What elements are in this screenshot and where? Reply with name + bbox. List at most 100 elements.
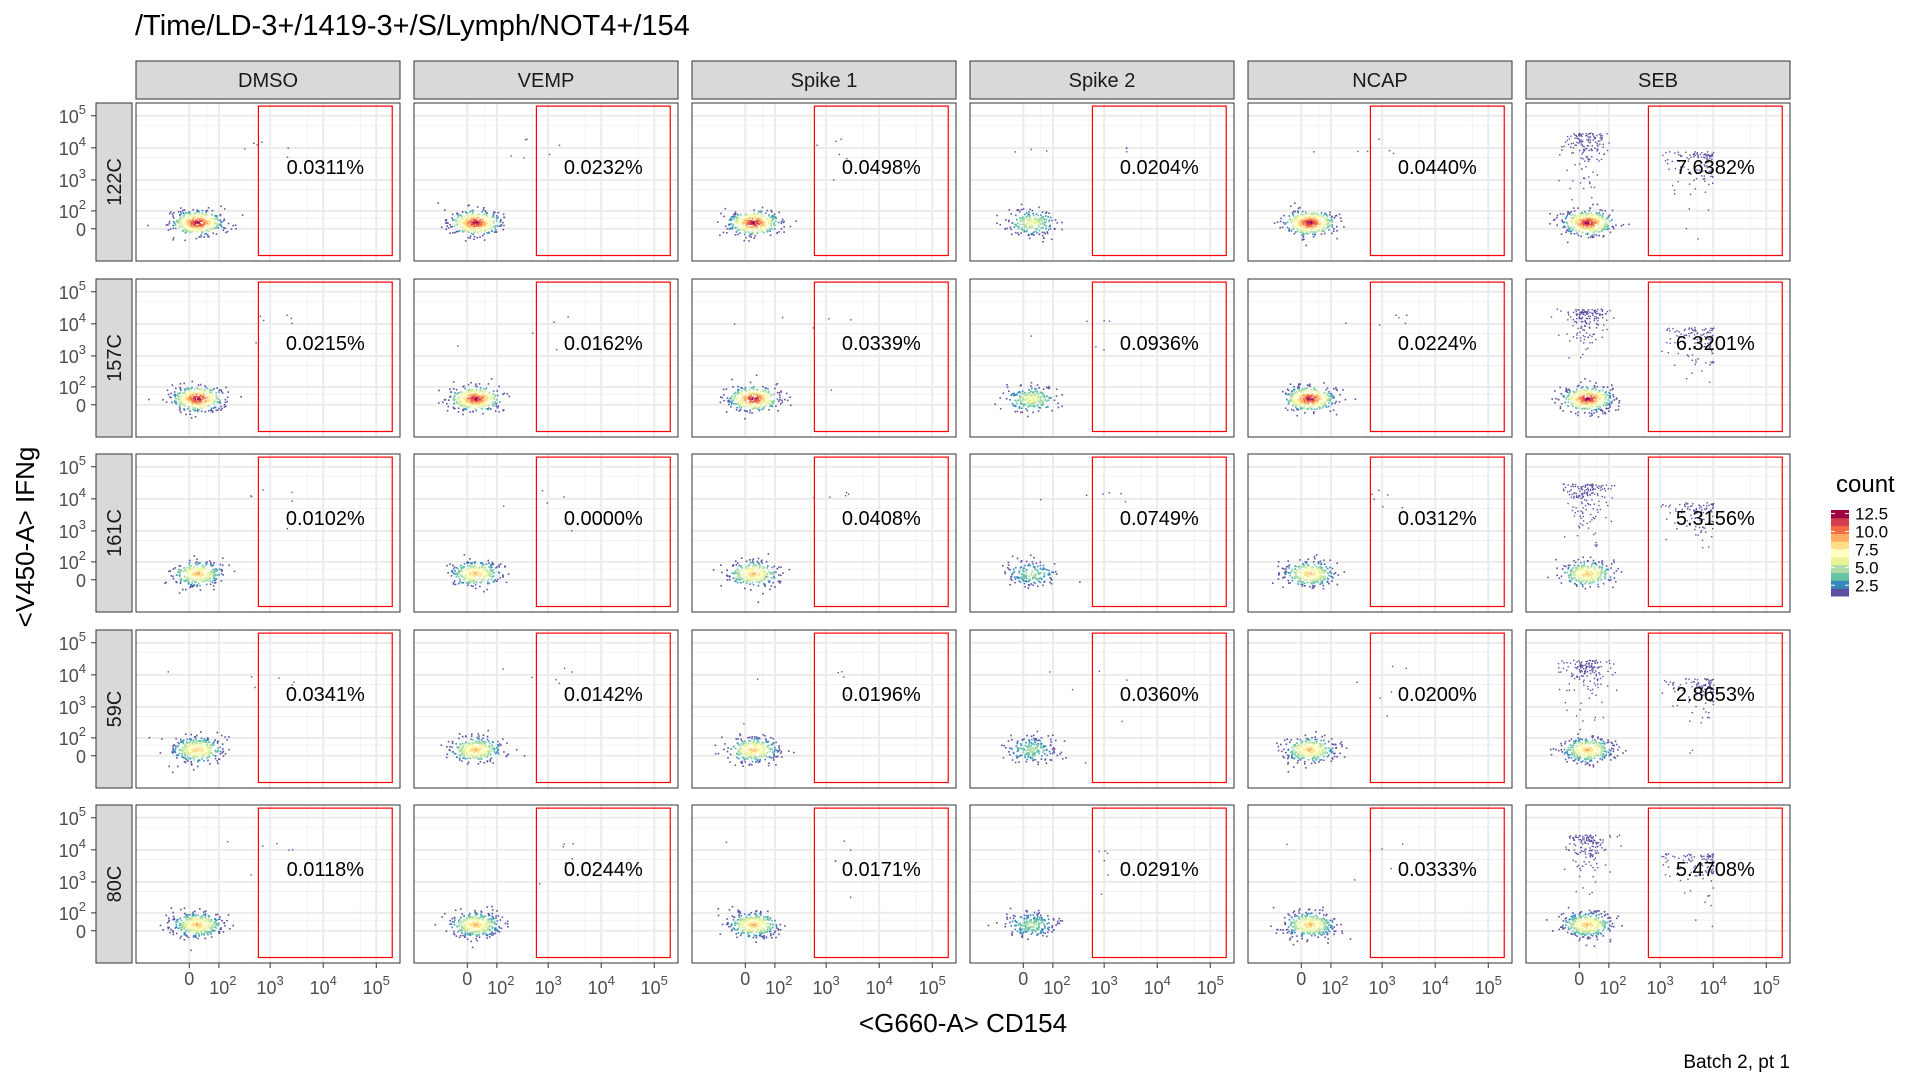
event-point (476, 410, 478, 412)
x-tick-base: 10 (1599, 978, 1619, 998)
panel-122c-seb: 7.6382% (1526, 103, 1790, 261)
event-point (1033, 220, 1035, 222)
event-point (737, 396, 739, 398)
event-point (1563, 146, 1564, 147)
event-point (1316, 228, 1318, 230)
event-point (214, 218, 216, 220)
x-tick-base: 10 (1647, 978, 1667, 998)
event-point (503, 214, 505, 216)
event-point (176, 401, 178, 403)
event-point (204, 391, 206, 393)
event-point (457, 217, 459, 219)
event-point (1333, 409, 1335, 411)
event-point (473, 228, 475, 230)
event-point (1280, 221, 1282, 223)
x-tick-base: 10 (535, 978, 555, 998)
event-point (1295, 407, 1297, 409)
event-point (481, 401, 483, 403)
event-point (1578, 134, 1579, 135)
event-point (464, 402, 466, 404)
event-point (1325, 389, 1327, 391)
event-point (1042, 395, 1044, 397)
event-point (1589, 224, 1591, 226)
event-point (483, 228, 485, 230)
event-point (205, 411, 207, 413)
event-point (458, 399, 460, 401)
event-point (196, 229, 198, 231)
event-point (1039, 227, 1041, 229)
event-point (222, 392, 224, 394)
event-point (1304, 221, 1306, 223)
event-point (468, 384, 470, 386)
event-point (1669, 151, 1670, 152)
event-point (185, 218, 187, 220)
event-point (177, 393, 179, 395)
event-point (1324, 224, 1326, 226)
event-point (457, 397, 459, 399)
event-point (735, 234, 737, 236)
event-point (194, 410, 196, 412)
event-point (471, 221, 473, 223)
event-point (184, 221, 186, 223)
event-point (217, 409, 219, 411)
event-point (472, 411, 474, 413)
event-point (495, 225, 497, 227)
event-point (1327, 227, 1329, 229)
event-point (200, 220, 202, 222)
event-point (736, 231, 738, 233)
event-point (1049, 388, 1051, 390)
event-point (1571, 143, 1572, 144)
event-point (1549, 223, 1551, 225)
event-point (221, 226, 223, 228)
event-point (177, 396, 179, 398)
y-tick-label: 0 (76, 571, 86, 591)
event-point (782, 317, 783, 318)
y-tick-base: 10 (59, 809, 79, 829)
event-point (1301, 399, 1303, 401)
event-point (758, 223, 760, 225)
event-point (1580, 225, 1582, 227)
event-point (1039, 230, 1041, 232)
event-point (199, 390, 201, 392)
event-point (1328, 395, 1330, 397)
event-point (1575, 215, 1577, 217)
event-point (766, 397, 768, 399)
event-point (194, 224, 196, 226)
panel-157c-spike-1: 0.0339% (692, 279, 956, 437)
event-point (1027, 215, 1029, 217)
event-point (1568, 144, 1569, 145)
event-point (755, 399, 757, 401)
event-point (255, 342, 256, 343)
event-point (205, 400, 207, 402)
event-point (777, 383, 779, 385)
event-point (183, 383, 185, 385)
event-point (1293, 386, 1295, 388)
event-point (487, 394, 489, 396)
event-point (1320, 395, 1322, 397)
event-point (196, 406, 198, 408)
event-point (1021, 204, 1023, 206)
event-point (768, 409, 770, 411)
event-point (476, 397, 478, 399)
event-point (1603, 235, 1605, 237)
event-point (1301, 234, 1303, 236)
event-point (757, 389, 759, 391)
event-point (1593, 227, 1595, 229)
event-point (766, 402, 768, 404)
event-point (476, 237, 478, 239)
event-point (532, 333, 533, 334)
event-point (218, 391, 220, 393)
y-tick-label: 0 (76, 396, 86, 416)
event-point (497, 225, 499, 227)
event-point (741, 400, 743, 402)
event-point (458, 408, 460, 410)
event-point (1315, 226, 1317, 228)
event-point (757, 395, 759, 397)
column-label: VEMP (518, 70, 575, 92)
event-point (1327, 218, 1329, 220)
event-point (1311, 408, 1313, 410)
event-point (1304, 227, 1306, 229)
event-point (1314, 218, 1316, 220)
